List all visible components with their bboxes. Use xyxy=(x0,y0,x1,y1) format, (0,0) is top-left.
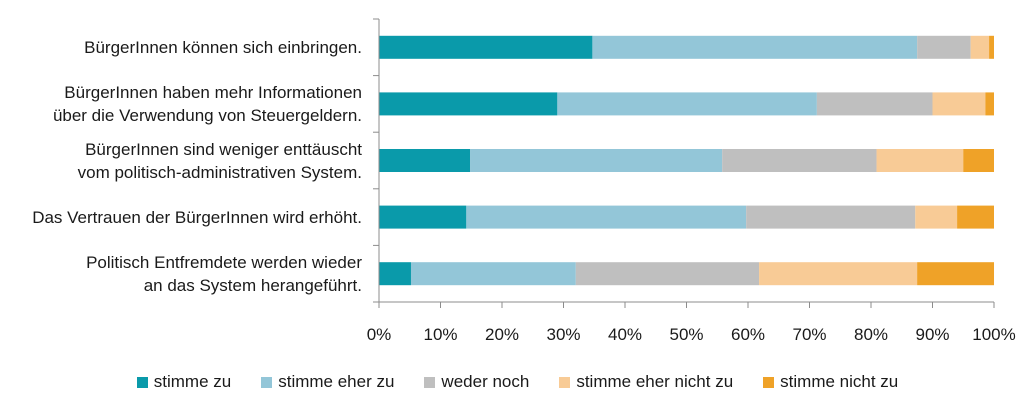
legend-swatch xyxy=(559,376,571,388)
x-tick-label: 10% xyxy=(423,325,458,344)
category-label: Das Vertrauen der BürgerInnen wird erhöh… xyxy=(32,206,362,229)
x-tick-label: 70% xyxy=(792,325,827,344)
category-label: Politisch Entfremdete werden wieder an da… xyxy=(86,251,362,297)
x-tick-label: 0% xyxy=(366,325,392,344)
x-tick-label: 100% xyxy=(972,325,1016,344)
legend-label: stimme eher nicht zu xyxy=(576,372,734,391)
x-tick-label: 80% xyxy=(853,325,889,344)
bar-segment-1-4 xyxy=(970,35,990,59)
bar-segment-4-4 xyxy=(915,205,958,229)
bar-segment-5-4 xyxy=(759,262,918,286)
bar-segment-1-2 xyxy=(592,35,918,59)
legend-swatch xyxy=(136,376,148,388)
legend-item: stimme eher nicht zu xyxy=(559,372,733,392)
category-label: BürgerInnen können sich einbringen. xyxy=(84,36,362,59)
legend-label: stimme nicht zu xyxy=(780,372,899,391)
bar-segment-2-5 xyxy=(985,92,994,116)
x-tick-label: 30% xyxy=(546,325,581,344)
bar-segment-1-3 xyxy=(917,35,971,59)
bar-segment-2-4 xyxy=(932,92,986,116)
bar-segment-4-5 xyxy=(957,205,994,229)
bar-segment-3-2 xyxy=(470,149,723,172)
category-label-line: BürgerInnen können sich einbringen. xyxy=(84,37,362,57)
bar-segment-5-3 xyxy=(575,262,760,286)
bar-segment-3-1 xyxy=(379,149,471,172)
legend-item: weder noch xyxy=(424,372,529,392)
bar-segment-1-5 xyxy=(989,35,994,59)
legend: stimme zu stimme eher zu weder noch stimme … xyxy=(0,372,1035,392)
legend-item: stimme nicht zu xyxy=(763,372,898,392)
category-label-line: Das Vertrauen der BürgerInnen wird erhöh… xyxy=(32,207,362,227)
bar-segment-2-3 xyxy=(816,92,933,116)
legend-label: weder noch xyxy=(441,372,530,391)
bar-segment-2-1 xyxy=(379,92,558,116)
bar-segment-2-2 xyxy=(557,92,817,116)
category-label-line: an das System herangeführt. xyxy=(143,275,362,295)
bar-segment-3-3 xyxy=(722,149,877,172)
bar-segment-5-2 xyxy=(410,262,576,286)
legend-label: stimme eher zu xyxy=(278,372,395,391)
bar-segment-5-5 xyxy=(917,262,995,286)
x-tick-label: 90% xyxy=(915,325,950,344)
x-tick-label: 60% xyxy=(730,325,766,344)
category-label: BürgerInnen haben mehr Informationen über… xyxy=(53,81,362,127)
category-label-line: BürgerInnen haben mehr Informationen xyxy=(64,82,362,102)
x-tick-label: 20% xyxy=(484,325,520,344)
bar-segment-4-3 xyxy=(746,205,916,229)
category-label: BürgerInnen sind weniger enttäuscht vom p… xyxy=(78,138,362,184)
bar-segment-5-1 xyxy=(379,262,411,286)
x-tick-label: 50% xyxy=(669,325,704,344)
legend-swatch xyxy=(763,376,775,388)
category-label-line: vom politisch-administrativen System. xyxy=(77,162,362,182)
x-tick-label: 40% xyxy=(607,325,643,344)
bar-segment-3-4 xyxy=(876,149,964,172)
category-label-line: BürgerInnen sind weniger enttäuscht xyxy=(85,139,362,159)
bar-segment-1-1 xyxy=(379,35,593,59)
legend-label: stimme zu xyxy=(153,372,232,391)
bar-segment-4-1 xyxy=(379,205,467,229)
bar-segment-4-2 xyxy=(466,205,747,229)
bar-segment-3-5 xyxy=(963,149,994,172)
legend-item: stimme zu xyxy=(136,372,232,392)
legend-swatch xyxy=(424,376,436,388)
legend-swatch xyxy=(261,376,273,388)
legend-item: stimme eher zu xyxy=(261,372,394,392)
category-label-line: über die Verwendung von Steuergeldern. xyxy=(52,105,362,125)
category-label-line: Politisch Entfremdete werden wieder xyxy=(86,252,362,272)
